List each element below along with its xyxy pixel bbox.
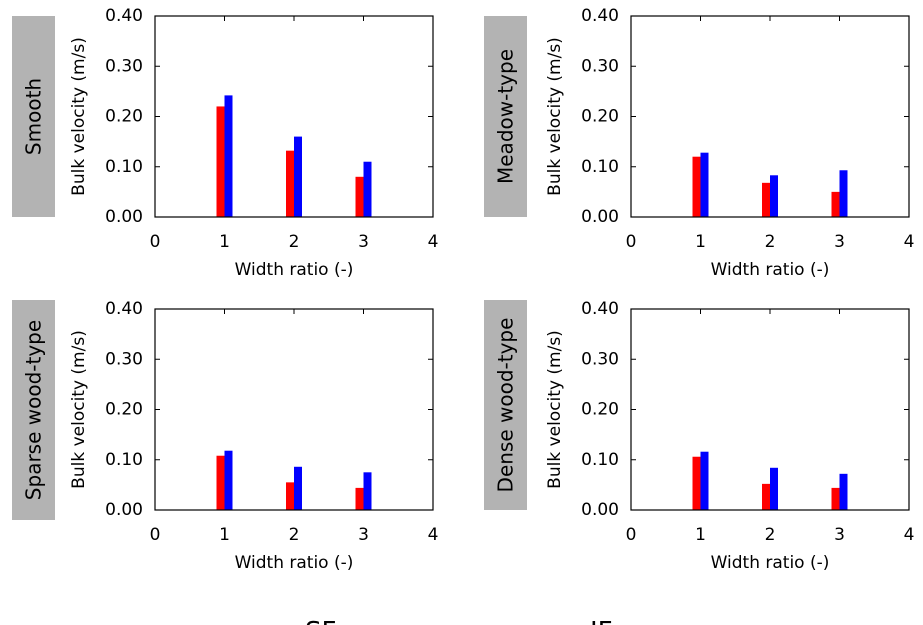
bar-if-1 [700, 451, 709, 510]
bar-sf-3 [831, 191, 840, 217]
bar-if-3 [363, 472, 372, 510]
x-tick-label: 1 [695, 525, 706, 545]
bar-if-3 [839, 473, 848, 510]
y-tick-label: 0.10 [105, 450, 143, 470]
y-tick-label: 0.10 [581, 450, 619, 470]
y-tick-label: 0.20 [105, 107, 143, 127]
y-tick-label: 0.00 [581, 500, 619, 520]
plot-frame [630, 15, 910, 218]
x-tick-label: 1 [219, 525, 230, 545]
x-tick-label: 3 [358, 525, 369, 545]
bar-sf-2 [762, 483, 770, 510]
side-label-box [484, 300, 527, 510]
bar-sf-3 [831, 487, 840, 510]
x-tick-label: 0 [150, 525, 161, 545]
bar-if-1 [224, 450, 233, 510]
bar-sf-1 [692, 156, 701, 217]
legend-label-if: IF [590, 617, 613, 625]
y-axis-label: Bulk velocity (m/s) [545, 330, 565, 489]
x-axis-label: Width ratio (-) [711, 553, 830, 573]
side-label-box [484, 16, 527, 217]
x-tick-label: 3 [358, 232, 369, 252]
bar-sf-2 [762, 182, 770, 217]
y-tick-label: 0.20 [105, 400, 143, 420]
bar-if-1 [700, 152, 709, 217]
side-label: Sparse wood-type [22, 320, 46, 500]
bar-sf-1 [216, 455, 225, 510]
bar-if-3 [363, 161, 372, 217]
side-label: Meadow-type [494, 49, 518, 184]
y-tick-label: 0.00 [105, 207, 143, 227]
x-tick-label: 0 [626, 232, 637, 252]
side-label-box [12, 16, 55, 217]
chart-panel-4: Dense wood-type Bulk velocity (m/s) Width … [484, 299, 914, 573]
x-axis-label: Width ratio (-) [235, 260, 354, 280]
chart-panels: Smooth Bulk velocity (m/s) Width ratio (-)… [12, 6, 914, 573]
y-tick-label: 0.20 [581, 400, 619, 420]
x-tick-label: 2 [289, 232, 300, 252]
legend-label-sf: SF [305, 617, 336, 625]
legend: SF IF [305, 617, 613, 625]
x-tick-label: 4 [428, 232, 439, 252]
bar-sf-3 [355, 176, 364, 217]
x-tick-label: 2 [289, 525, 300, 545]
y-tick-label: 0.10 [105, 157, 143, 177]
bar-if-2 [294, 136, 302, 217]
x-tick-label: 1 [219, 232, 230, 252]
x-tick-label: 1 [695, 232, 706, 252]
side-label-box [12, 300, 55, 520]
y-tick-label: 0.30 [105, 56, 143, 76]
y-tick-label: 0.30 [581, 56, 619, 76]
bar-if-1 [224, 95, 233, 217]
bar-if-3 [839, 170, 848, 217]
y-tick-label: 0.40 [581, 299, 619, 319]
x-tick-label: 3 [834, 525, 845, 545]
bar-if-2 [770, 467, 778, 510]
bar-sf-1 [216, 106, 225, 217]
y-tick-label: 0.10 [581, 157, 619, 177]
x-tick-label: 2 [765, 232, 776, 252]
bar-sf-2 [286, 482, 294, 510]
x-tick-label: 2 [765, 525, 776, 545]
side-label: Dense wood-type [494, 318, 518, 493]
x-tick-label: 4 [904, 232, 915, 252]
bar-sf-2 [286, 150, 294, 217]
plot-frame [154, 308, 434, 511]
y-tick-label: 0.30 [581, 349, 619, 369]
y-tick-label: 0.00 [105, 500, 143, 520]
side-label: Smooth [22, 78, 46, 155]
x-axis-label: Width ratio (-) [711, 260, 830, 280]
y-tick-label: 0.00 [581, 207, 619, 227]
plot-frame [154, 15, 434, 218]
x-tick-label: 4 [904, 525, 915, 545]
bar-sf-3 [355, 487, 364, 510]
y-tick-label: 0.40 [105, 299, 143, 319]
y-axis-label: Bulk velocity (m/s) [69, 37, 89, 196]
x-tick-label: 0 [626, 525, 637, 545]
x-tick-label: 3 [834, 232, 845, 252]
x-axis-label: Width ratio (-) [235, 553, 354, 573]
x-tick-label: 0 [150, 232, 161, 252]
bar-if-2 [770, 175, 778, 217]
y-tick-label: 0.20 [581, 107, 619, 127]
chart-panel-2: Meadow-type Bulk velocity (m/s) Width rati… [484, 6, 914, 280]
y-axis-label: Bulk velocity (m/s) [545, 37, 565, 196]
plot-frame [630, 308, 910, 511]
x-tick-label: 4 [428, 525, 439, 545]
y-tick-label: 0.30 [105, 349, 143, 369]
y-tick-label: 0.40 [105, 6, 143, 26]
chart-panel-1: Smooth Bulk velocity (m/s) Width ratio (-)… [12, 6, 438, 280]
chart-panel-3: Sparse wood-type Bulk velocity (m/s) Width… [12, 299, 438, 573]
y-tick-label: 0.40 [581, 6, 619, 26]
y-axis-label: Bulk velocity (m/s) [69, 330, 89, 489]
bar-sf-1 [692, 456, 701, 510]
bar-if-2 [294, 466, 302, 510]
